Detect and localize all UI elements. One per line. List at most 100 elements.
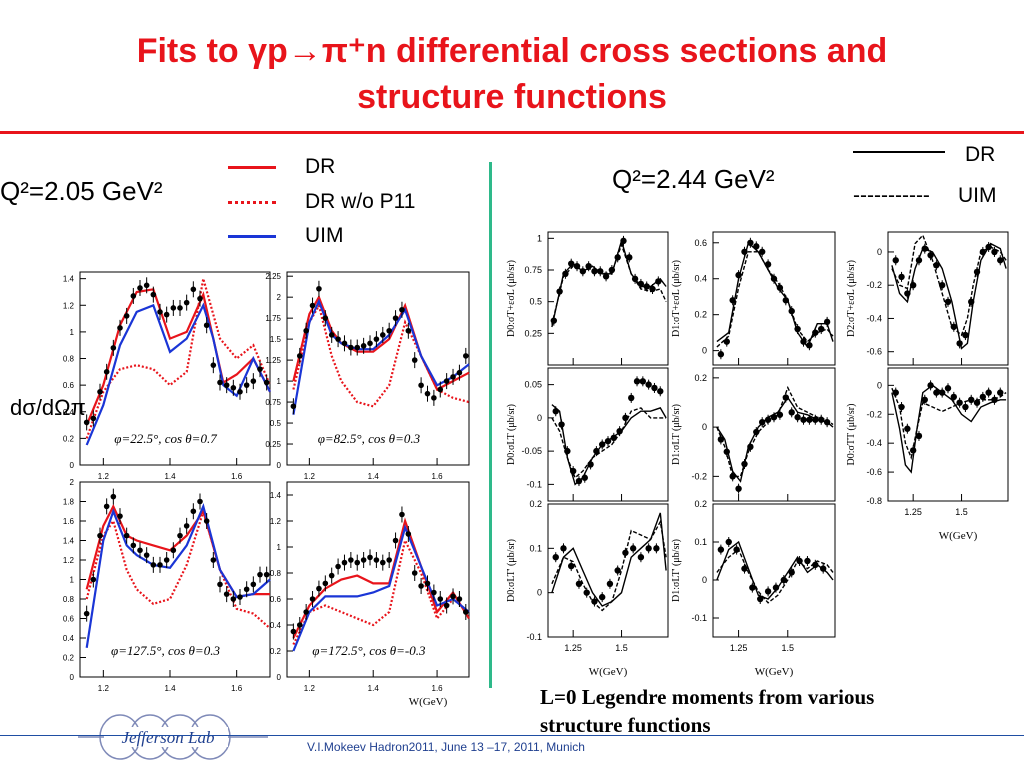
- data-point: [620, 237, 627, 245]
- y-tick-label: 0.25: [265, 440, 281, 449]
- panel-annotation: φ=172.5°, cos θ=-0.3: [312, 643, 426, 658]
- footer-text: V.I.Mokeev Hadron2011, June 13 –17, 2011…: [307, 740, 585, 754]
- data-point: [616, 427, 623, 435]
- data-point: [257, 571, 263, 578]
- data-point: [552, 554, 559, 561]
- data-point: [657, 388, 664, 395]
- chart-R5: -0.2 0 0.2 D1:σLT (μb/sr): [671, 367, 836, 502]
- data-point: [303, 609, 309, 615]
- y-tick-label: -0.6: [866, 347, 882, 357]
- plot-frame: [712, 367, 836, 502]
- chart-R6: -0.8 -0.6 -0.4 -0.2 0 D0:σTT (μb/sr): [846, 367, 1009, 506]
- data-point: [997, 389, 1004, 396]
- y-tick-label: 2: [277, 293, 282, 302]
- y-tick-label: 0.6: [694, 238, 707, 248]
- y-tick-label: 1.4: [270, 491, 282, 500]
- data-point: [137, 547, 143, 554]
- data-point: [431, 589, 437, 596]
- x-tick-label-r6: 1.25: [904, 507, 922, 517]
- y-tick-label: 0.8: [63, 355, 75, 364]
- data-point: [598, 593, 606, 601]
- y-tick-label: -0.05: [521, 446, 542, 456]
- x-axis-label: W(GeV): [409, 696, 448, 708]
- series-line-dr: [292, 517, 470, 639]
- data-point: [379, 559, 386, 566]
- data-point: [335, 563, 341, 570]
- data-point: [110, 493, 117, 500]
- y-tick-label: 1.2: [270, 517, 282, 526]
- data-point: [782, 297, 790, 304]
- y-tick-label: -0.8: [866, 496, 882, 506]
- data-point: [649, 285, 656, 293]
- data-point: [898, 403, 905, 411]
- data-point: [626, 254, 633, 261]
- data-point: [150, 562, 157, 568]
- plot-frame: [712, 231, 836, 366]
- data-point: [944, 385, 952, 392]
- data-point: [598, 441, 606, 448]
- chart-R2: 0 0.2 0.4 0.6 D1:σT+εσL (μb/sr): [671, 231, 836, 366]
- data-point: [170, 305, 177, 311]
- y-tick-label: -0.1: [526, 479, 542, 489]
- y-tick-label: 0: [70, 673, 75, 682]
- data-point: [819, 565, 827, 572]
- y-tick-label: 0.75: [265, 398, 281, 407]
- data-point: [973, 399, 981, 406]
- data-point: [443, 378, 450, 384]
- data-point: [223, 591, 230, 597]
- data-point: [437, 596, 444, 602]
- data-point: [335, 336, 341, 342]
- plot-frame: [547, 503, 669, 638]
- y-tick-label: 2: [70, 478, 75, 487]
- y-tick-label: -0.2: [691, 471, 707, 481]
- data-point: [747, 443, 754, 451]
- data-point: [729, 297, 736, 304]
- data-point: [290, 628, 297, 635]
- y-tick-label: 0.75: [524, 265, 542, 275]
- data-point: [157, 562, 163, 568]
- data-point: [904, 290, 911, 297]
- y-tick-label: 0.4: [63, 634, 75, 643]
- data-point: [143, 282, 150, 289]
- legend-line-dr-wo-p11: [228, 201, 276, 204]
- data-point: [550, 317, 558, 324]
- data-point: [237, 594, 243, 600]
- data-point: [806, 416, 813, 423]
- data-point: [392, 315, 399, 321]
- data-point: [197, 295, 203, 302]
- left-q2-label: Q²=2.05 GeV²: [0, 176, 163, 206]
- data-point: [83, 419, 90, 426]
- y-tick-label: 1.75: [265, 314, 281, 323]
- chart-R3: -0.6 -0.4 -0.2 0 D2:σT+εσL (μb/sr): [846, 231, 1009, 366]
- series-line-uim: [85, 302, 271, 446]
- caption-line-1: L=0 Legendre moments from various: [540, 685, 875, 709]
- data-point: [772, 584, 780, 591]
- data-point: [303, 327, 309, 334]
- data-point: [117, 513, 123, 519]
- data-point: [562, 270, 569, 277]
- data-point: [373, 336, 380, 342]
- y-tick-label: 0.6: [63, 615, 75, 624]
- data-point: [290, 403, 297, 410]
- plot-frame: [286, 481, 470, 678]
- x-tick-label: 1.2: [98, 684, 110, 693]
- data-point: [764, 416, 772, 423]
- right-caption: L=0 Legendre moments from various struct…: [540, 683, 874, 739]
- data-point: [944, 298, 952, 306]
- data-point: [812, 329, 819, 336]
- y-tick-label: 0.2: [63, 434, 75, 443]
- x-tick-label: 1.25: [730, 643, 748, 653]
- data-point: [915, 257, 923, 264]
- data-point: [560, 545, 567, 552]
- data-point: [90, 415, 97, 422]
- data-point: [631, 275, 639, 283]
- data-point: [780, 576, 788, 584]
- data-point: [150, 291, 157, 298]
- y-tick-label: -0.6: [866, 467, 882, 477]
- jefferson-lab-logo: Jefferson Lab: [78, 714, 268, 760]
- data-point: [985, 243, 992, 251]
- data-point: [764, 261, 772, 268]
- y-tick-label: 0.2: [63, 654, 75, 663]
- data-point: [587, 461, 594, 468]
- data-point: [938, 389, 946, 396]
